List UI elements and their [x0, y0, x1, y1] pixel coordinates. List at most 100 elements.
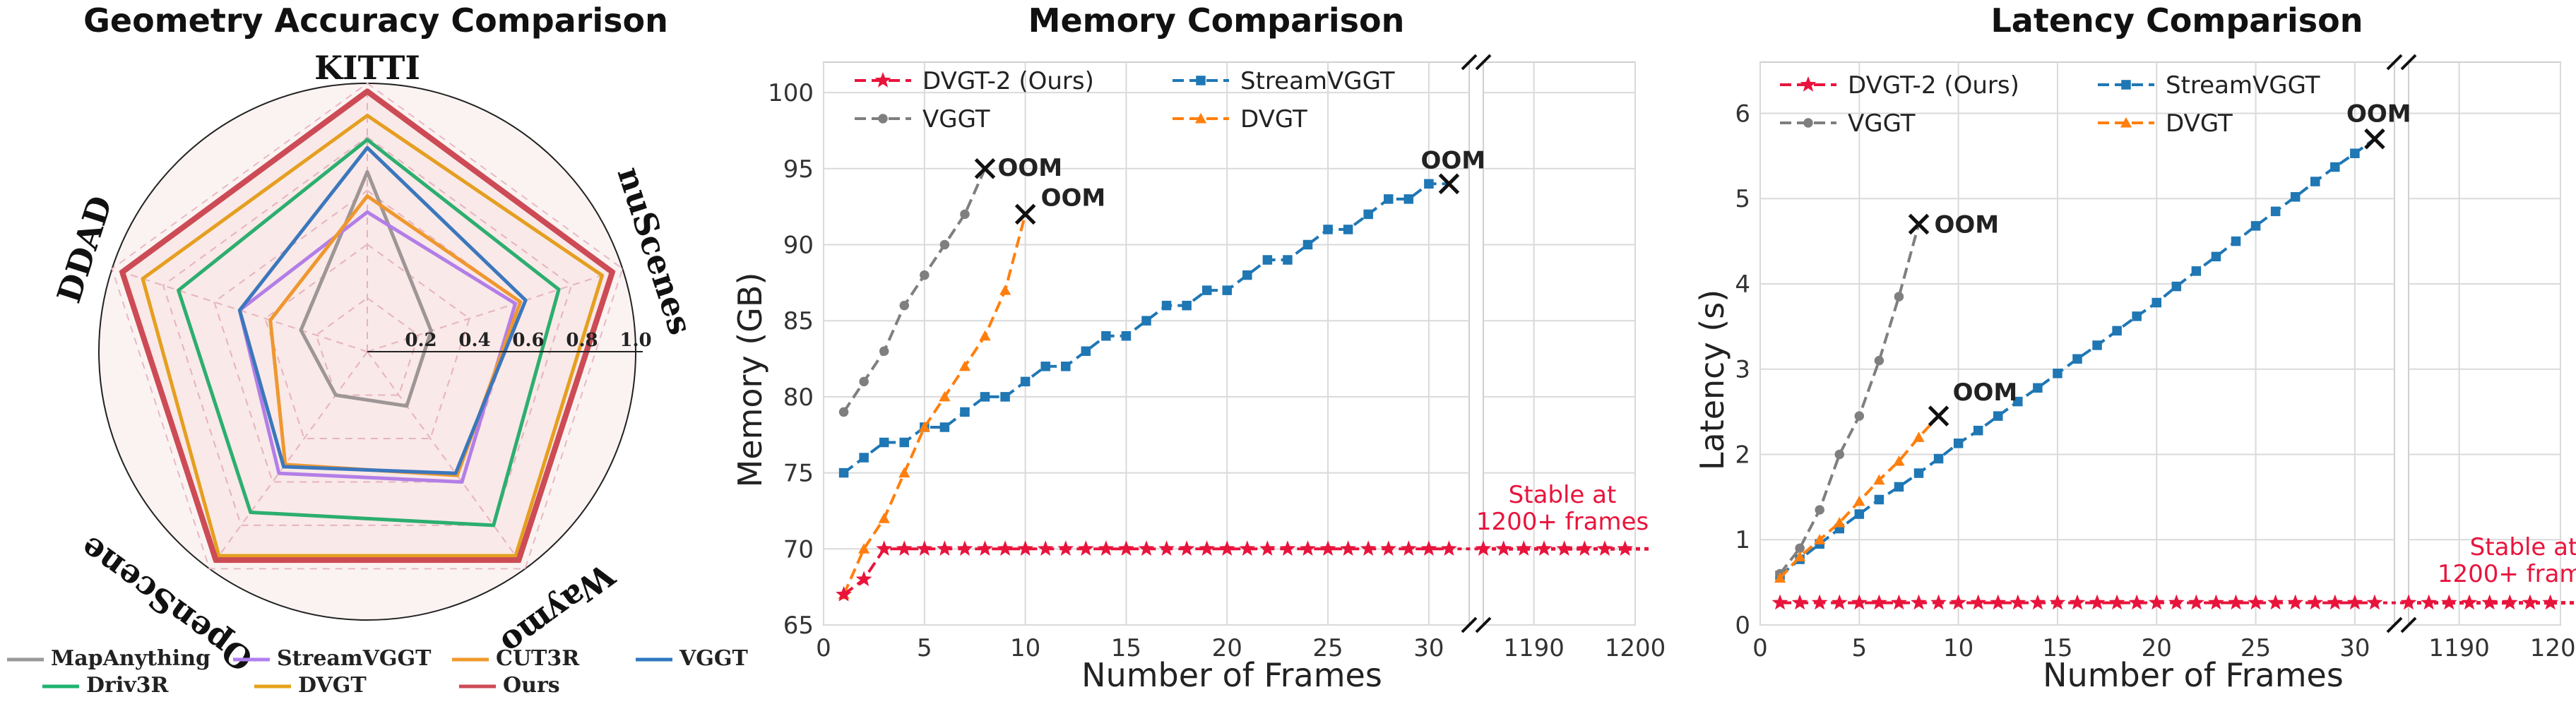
data-point-streamvggt [2151, 297, 2161, 308]
data-point-dvgt [1853, 495, 1865, 506]
data-point-streamvggt [1061, 362, 1071, 371]
series-line-dvgt [842, 213, 1027, 595]
radar-chart: Geometry Accuracy Comparison KITTInuScen… [7, 1, 749, 698]
data-point-dvgt-2-ours- [1970, 594, 1987, 610]
radar-grid-ring [315, 297, 420, 396]
data-point-streamvggt [2330, 162, 2340, 172]
x-tick-label: 10 [1010, 634, 1040, 662]
data-point-streamvggt [2250, 221, 2261, 231]
stable-annotation-line2: 1200+ frames [2438, 560, 2576, 588]
x-tick-label: 30 [2339, 634, 2370, 662]
x-tick-label: 5 [1851, 634, 1867, 662]
data-point-right-dvgt-2-ours- [1576, 540, 1593, 556]
x-tick-label: 20 [2142, 634, 2172, 662]
data-point-dvgt-2-ours- [1771, 594, 1788, 610]
oom-marker [2364, 128, 2385, 150]
axis-break-mark [1461, 616, 1478, 633]
data-point-streamvggt [1242, 270, 1252, 280]
data-point-dvgt-2-ours- [1118, 540, 1134, 556]
data-point-vggt [1854, 411, 1865, 421]
axis-break-mark [2386, 54, 2403, 71]
legend-label-streamvggt: StreamVGGT [277, 646, 432, 671]
latency-ylabel: Latency (s) [1693, 290, 1731, 470]
data-point-dvgt-2-ours- [1279, 540, 1296, 556]
x-tick-label: 15 [1111, 634, 1141, 662]
data-point-dvgt-2-ours- [1360, 540, 1377, 556]
data-point-streamvggt [859, 453, 869, 463]
x-tick-label: 0 [1752, 634, 1768, 662]
latency-xlabel: Number of Frames [2043, 656, 2344, 694]
data-point-dvgt-2-ours- [2049, 594, 2066, 610]
data-point-dvgt [1774, 572, 1786, 583]
oom-label: OOM [1935, 210, 2000, 239]
data-point-streamvggt [960, 407, 970, 417]
data-point-streamvggt [2270, 206, 2281, 217]
data-point-dvgt [958, 360, 971, 371]
data-point-streamvggt [1403, 194, 1414, 204]
radar-tick-label: 1.0 [619, 330, 651, 351]
data-point-streamvggt [1363, 209, 1373, 220]
data-point-dvgt-2-ours- [1098, 540, 1115, 556]
oom-marker [1928, 405, 1949, 427]
data-point-streamvggt [1854, 509, 1865, 519]
oom-label: OOM [1041, 184, 1106, 212]
data-point-dvgt-2-ours- [1400, 540, 1417, 556]
radar-series-vggt [237, 145, 528, 475]
x-tick-label-right: 1190 [1503, 634, 1565, 662]
data-point-dvgt-2-ours- [1871, 594, 1887, 610]
radar-spoke [208, 351, 368, 569]
data-point-right-dvgt-2-ours- [2421, 594, 2438, 610]
data-point-streamvggt [1384, 194, 1394, 204]
data-point-streamvggt [1020, 376, 1031, 387]
data-point-streamvggt [980, 392, 990, 402]
data-point-dvgt-2-ours- [1239, 540, 1256, 556]
data-point-vggt [920, 270, 930, 280]
x-tick-label-right: 1190 [2428, 634, 2490, 662]
data-point-dvgt-2-ours- [1158, 540, 1175, 556]
radar-legend: MapAnything StreamVGGT CUT3R VGGT Driv3R DVGT… [7, 646, 749, 698]
data-point-dvgt-2-ours- [1950, 594, 1966, 610]
radar-grid-ring [162, 136, 573, 526]
data-point-dvgt-2-ours- [1831, 594, 1848, 610]
data-point-vggt [1894, 292, 1904, 302]
x-tick-label: 25 [2240, 634, 2271, 662]
data-point-right-dvgt-2-ours- [1617, 540, 1634, 556]
data-point-streamvggt [1424, 179, 1434, 189]
data-point-streamvggt [1081, 346, 1091, 357]
data-point-dvgt-2-ours- [1319, 540, 1336, 556]
y-tick-label: 6 [1735, 100, 1750, 128]
data-point-streamvggt [1323, 225, 1333, 234]
data-point-dvgt [1794, 551, 1806, 561]
data-point-dvgt-2-ours- [2148, 594, 2165, 610]
data-point-dvgt-2-ours- [937, 540, 953, 556]
plot-area-right [1483, 61, 1636, 626]
legend-label-dvgt: DVGT [298, 673, 367, 698]
latency-title: Latency Comparison [1990, 1, 2363, 40]
series-line-vggt [842, 167, 987, 413]
radar-series [119, 88, 615, 564]
axis-break-mark [2386, 616, 2403, 633]
data-point-vggt [1815, 505, 1824, 515]
data-point-dvgt-2-ours- [876, 540, 893, 556]
axis-break-mark [1475, 54, 1492, 71]
radar-tick-label: 0.4 [458, 330, 490, 351]
data-point-streamvggt [1874, 494, 1884, 505]
oom-cross-stroke [2364, 128, 2385, 150]
legend-marker [1803, 118, 1813, 128]
y-tick-label: 65 [783, 612, 814, 640]
data-point-streamvggt [879, 437, 889, 448]
data-point-right-dvgt-2-ours- [2481, 594, 2498, 610]
data-point-dvgt [1834, 516, 1846, 528]
legend-label: VGGT [1848, 109, 1916, 138]
legend-label-vggt: VGGT [679, 646, 749, 671]
radar-axis-label-kitti: KITTI [314, 49, 420, 87]
data-point-vggt [859, 376, 869, 387]
plot-area [1759, 61, 2395, 626]
legend-marker [1196, 76, 1206, 85]
data-point-vggt [899, 300, 909, 311]
data-point-dvgt-2-ours- [1811, 594, 1828, 610]
legend-marker [2120, 117, 2132, 128]
legend-marker [1194, 112, 1207, 124]
data-point-dvgt [878, 513, 890, 523]
data-point-streamvggt [1000, 392, 1010, 402]
